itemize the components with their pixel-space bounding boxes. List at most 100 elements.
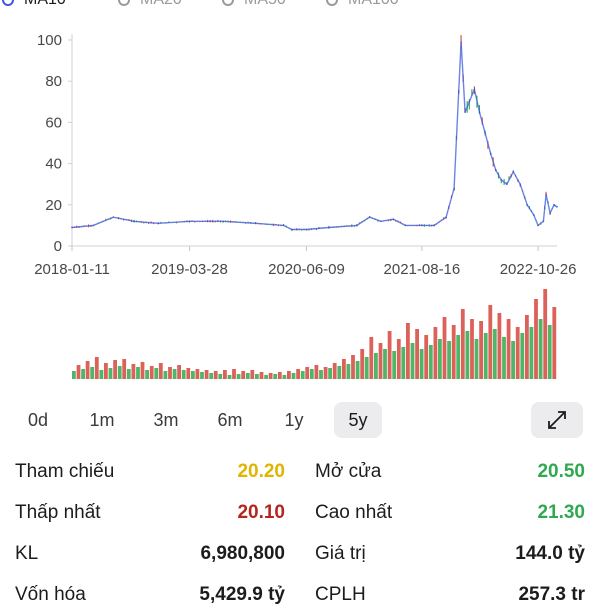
tab-5y[interactable]: 5y <box>334 402 382 438</box>
volume-bar <box>213 371 218 379</box>
volume-bar <box>191 371 195 379</box>
stat-open-price: Mở cửa 20.50 <box>315 452 585 492</box>
stat-label: Vốn hóa <box>15 584 86 605</box>
volume-bar <box>406 323 410 379</box>
volume-bar <box>186 368 191 379</box>
price-point <box>404 224 407 227</box>
stat-label: Mở cửa <box>315 461 382 482</box>
price-point <box>392 218 395 221</box>
volume-bar <box>383 349 387 379</box>
volume-bar <box>250 370 255 379</box>
volume-bar <box>451 325 456 379</box>
stat-value: 6,980,800 <box>200 543 285 564</box>
volume-bar <box>534 299 538 379</box>
volume-bar <box>364 357 369 379</box>
volume-bar <box>76 365 81 379</box>
volume-bar <box>442 317 447 379</box>
stat-market-cap: Vốn hóa 5,429.9 tỷ <box>15 575 285 615</box>
volume-bar <box>259 372 264 379</box>
price-point <box>188 220 191 223</box>
price-point <box>356 224 358 227</box>
stat-value-traded: Giá trị 144.0 tỷ <box>315 534 585 574</box>
volume-bar <box>245 373 250 379</box>
volume-bar <box>360 349 365 379</box>
volume-bar <box>154 368 159 379</box>
price-point <box>421 224 423 227</box>
volume-bar <box>515 327 520 379</box>
volume-bar <box>538 319 543 379</box>
stat-label: CPLH <box>315 584 366 605</box>
volume-bar <box>131 364 136 379</box>
legend-item-ma10[interactable]: MA10 <box>2 0 66 9</box>
volume-bar <box>126 369 131 379</box>
legend-item-ma20[interactable]: MA20 <box>118 0 182 9</box>
volume-bar <box>387 331 392 379</box>
price-point <box>460 41 462 43</box>
volume-bar <box>177 365 181 379</box>
price-point <box>545 193 547 196</box>
price-series-line <box>71 42 558 231</box>
price-chart[interactable]: 0 20 40 60 80 100 2018-01-11 2019-03-28 2020-06-… <box>0 20 600 284</box>
volume-bar <box>309 369 314 379</box>
volume-bar <box>479 321 483 379</box>
price-point <box>473 88 476 91</box>
volume-bar <box>200 372 204 379</box>
volume-bar <box>241 371 246 379</box>
y-tick-label: 80 <box>45 73 62 90</box>
y-tick-label: 20 <box>45 197 62 214</box>
stat-label: Tham chiếu <box>15 461 115 482</box>
price-point <box>468 101 471 103</box>
volume-bar <box>204 370 209 379</box>
volume-bar <box>99 370 104 379</box>
stat-label: Giá trị <box>315 543 366 564</box>
volume-bar <box>447 341 451 379</box>
price-point <box>282 224 285 227</box>
price-point <box>71 226 73 229</box>
y-tick-label: 0 <box>54 238 62 255</box>
stat-volume: KL 6,980,800 <box>15 534 285 574</box>
legend-item-ma50[interactable]: MA50 <box>222 0 286 9</box>
stat-value: 257.3 tr <box>518 584 585 605</box>
price-point <box>254 222 257 225</box>
radio-icon <box>118 0 130 6</box>
volume-bar <box>374 353 378 379</box>
y-tick-label: 100 <box>37 32 62 49</box>
price-point <box>305 228 308 231</box>
tab-6m[interactable]: 6m <box>217 410 243 430</box>
radio-icon <box>2 0 14 6</box>
tab-1m[interactable]: 1m <box>89 410 115 430</box>
volume-bar <box>145 370 149 379</box>
volume-bar <box>428 345 433 379</box>
volume-bar <box>218 374 223 379</box>
volume-bar <box>410 343 415 379</box>
tab-0d[interactable]: 0d <box>27 410 49 430</box>
volume-bar <box>227 375 232 379</box>
volume-bar <box>136 367 140 379</box>
stat-reference-price: Tham chiếu 20.20 <box>15 452 285 492</box>
volume-bar <box>94 357 99 379</box>
tab-3m[interactable]: 3m <box>153 410 179 430</box>
expand-arrows-icon <box>548 411 566 429</box>
volume-bar <box>314 365 319 379</box>
stat-label: Cao nhất <box>315 502 393 523</box>
legend-item-ma100[interactable]: MA100 <box>326 0 399 9</box>
volume-bar <box>181 370 186 379</box>
volume-bar <box>223 370 227 379</box>
expand-button[interactable] <box>531 402 583 438</box>
tab-1y[interactable]: 1y <box>284 410 304 430</box>
stat-value: 20.10 <box>237 502 285 523</box>
price-point <box>457 90 460 93</box>
volume-bar <box>552 307 557 379</box>
volume-bar <box>465 331 470 379</box>
price-point <box>328 226 330 229</box>
volume-bar <box>140 362 145 379</box>
volume-bar <box>232 369 236 379</box>
volume-bar <box>104 363 108 379</box>
volume-bar <box>543 289 548 379</box>
volume-bar <box>319 370 323 379</box>
volume-bar <box>419 349 424 379</box>
volume-bar <box>209 373 214 379</box>
price-point <box>533 214 535 216</box>
stat-value: 20.20 <box>237 461 285 482</box>
volume-bar <box>456 335 461 379</box>
